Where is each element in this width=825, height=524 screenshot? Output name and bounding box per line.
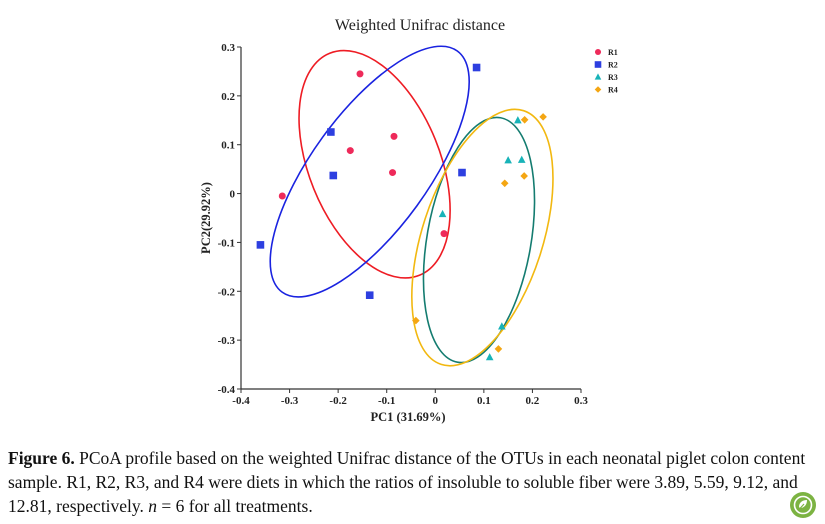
- x-tick-label: 0.1: [477, 395, 491, 407]
- legend-label-r4: R4: [608, 86, 618, 95]
- x-tick-label: 0.2: [526, 395, 540, 407]
- point-r3: [485, 353, 494, 361]
- point-r4: [494, 345, 503, 353]
- x-tick-label: -0.3: [281, 395, 299, 407]
- point-r4: [539, 113, 547, 121]
- y-tick-label: -0.3: [218, 335, 236, 347]
- point-r1: [389, 169, 397, 177]
- figure-label: Figure 6.: [8, 448, 75, 468]
- caption-n: n: [148, 496, 158, 516]
- ellipse-r4: [411, 108, 554, 367]
- point-r4: [412, 316, 420, 325]
- ellipse-r2: [269, 45, 470, 298]
- ellipse-r3: [422, 116, 536, 364]
- data-points: [256, 63, 547, 361]
- point-r3: [498, 322, 506, 330]
- chart-title: Weighted Unifrac distance: [335, 17, 505, 34]
- publisher-logo: [790, 492, 816, 518]
- x-tick-label: -0.4: [232, 395, 250, 407]
- point-r4: [520, 172, 528, 180]
- x-tick-label: -0.1: [378, 395, 395, 407]
- legend-marker-r2: [594, 61, 602, 68]
- legend-label-r2: R2: [608, 61, 618, 70]
- pcoa-scatter-chart: Weighted Unifrac distance -0.4 -0.3 -0.2 -0…: [199, 17, 618, 424]
- ellipse-r1: [298, 49, 451, 279]
- point-r2: [256, 241, 265, 249]
- y-tick-label: -0.4: [218, 384, 236, 396]
- point-r2: [472, 63, 481, 72]
- y-axis-label: PC2(29.92%): [199, 182, 213, 254]
- point-r2: [365, 291, 374, 299]
- point-r2: [327, 128, 335, 136]
- legend-marker-r3: [594, 73, 602, 80]
- legend-marker-r4: [594, 86, 602, 93]
- point-r1: [346, 147, 354, 155]
- legend: R1 R2 R3 R4: [594, 48, 618, 95]
- x-axis-label: PC1 (31.69%): [371, 410, 446, 424]
- x-tick-label: -0.2: [329, 395, 347, 407]
- y-tick-label: -0.1: [218, 237, 235, 249]
- point-r2: [329, 171, 338, 180]
- point-r3: [517, 155, 526, 163]
- point-r4: [500, 179, 509, 188]
- axes: -0.4 -0.3 -0.2 -0.1 0 0.1 0.2 0.3 0.3 0.2 0.1 0 -0.1…: [218, 42, 589, 407]
- point-r1: [440, 230, 448, 238]
- point-r2: [458, 168, 466, 177]
- point-r1: [390, 132, 398, 140]
- y-tick-label: 0: [230, 189, 236, 201]
- point-r3: [504, 156, 512, 164]
- legend-label-r3: R3: [608, 73, 618, 82]
- caption-text-end: = 6 for all treatments.: [157, 496, 313, 516]
- x-tick-label: 0: [433, 395, 439, 407]
- point-r3: [514, 116, 522, 124]
- legend-marker-r1: [594, 48, 602, 56]
- leaf-icon: [793, 495, 813, 515]
- confidence-ellipses: [269, 45, 554, 367]
- figure-caption: Figure 6. PCoA profile based on the weig…: [8, 446, 820, 518]
- point-r3: [438, 209, 447, 218]
- legend-label-r1: R1: [608, 48, 618, 57]
- y-tick-label: -0.2: [218, 286, 236, 298]
- point-r1: [278, 192, 286, 200]
- x-tick-label: 0.3: [574, 395, 588, 407]
- point-r1: [356, 70, 364, 78]
- y-tick-label: 0.1: [221, 140, 235, 152]
- y-tick-label: 0.2: [221, 91, 235, 103]
- caption-text: PCoA profile based on the weighted Unifr…: [8, 448, 806, 516]
- point-r4: [520, 115, 529, 124]
- y-tick-label: 0.3: [221, 42, 235, 54]
